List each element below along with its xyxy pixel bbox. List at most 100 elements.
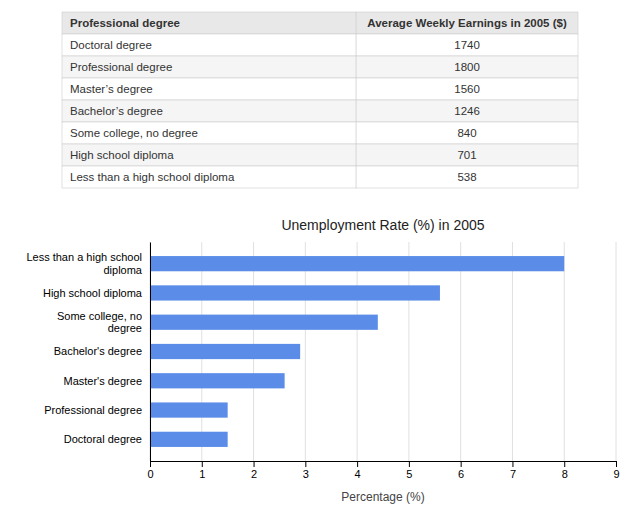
table-cell-text: 701 [457,149,476,161]
x-tick-mark [150,461,151,467]
x-tick: 7 [510,461,516,480]
table-cell [356,34,578,56]
x-tick-label: 3 [303,468,309,480]
table-header-text: Professional degree [70,17,180,29]
table-cell [356,122,578,144]
table-cell [62,78,356,100]
grid-line [150,242,151,461]
x-tick-label: 1 [199,468,205,480]
x-tick: 0 [147,461,153,480]
x-tick: 2 [251,461,257,480]
grid-line [305,242,306,461]
x-tick-label: 7 [510,468,516,480]
chart-title: Unemployment Rate (%) in 2005 [281,217,484,233]
bar-chart: 0 1 2 3 4 5 6 7 8 9 Doctoral degree Professional de… [26,242,619,480]
table-cell-text: 1740 [454,39,480,51]
x-tick-mark [564,461,565,467]
bar [150,373,285,388]
x-tick: 5 [406,461,412,480]
grid-line [460,242,461,461]
y-tick-label: Professional degree [44,404,142,416]
x-tick-mark [305,461,306,467]
table-cell-text: 840 [457,127,476,139]
x-tick: 9 [613,461,619,480]
bars [150,256,564,447]
table: Professional degree Average Weekly Earnin… [62,12,578,188]
y-tick: Professional degree [44,404,150,416]
table-cell-text: 1560 [454,83,480,95]
table-cell-text: Some college, no degree [70,127,198,139]
y-tick-label: Bachelor's degree [54,345,142,357]
y-tick: Master's degree [63,375,150,387]
y-axis-line [150,243,151,462]
table-cell-text: 538 [457,171,476,183]
x-axis-line [151,462,617,468]
table-cell-text: Less than a high school diploma [70,171,235,183]
table-header-text: Average Weekly Earnings in 2005 ($) [367,17,567,29]
table-cell-text: 1246 [454,105,480,117]
x-tick-mark [202,461,203,467]
table-cell [62,12,356,34]
table-cell [62,100,356,122]
table-cell [62,144,356,166]
x-axis-title: Percentage (%) [341,490,424,504]
x-tick-label: 2 [251,468,257,480]
table-cell [356,12,578,34]
bar [150,315,378,330]
x-tick-mark [254,461,255,467]
y-tick: Bachelor's degree [54,345,150,357]
x-tick: 4 [355,461,361,480]
x-tick-mark [461,461,462,467]
x-tick-mark [512,461,513,467]
x-tick-label: 9 [613,468,619,480]
y-tick: Doctoral degree [64,433,150,445]
x-tick: 3 [303,461,309,480]
y-tick: Some college, nodegree [57,310,150,334]
table-cell [62,34,356,56]
bar [150,256,564,271]
bar [150,285,440,300]
y-tick-label: Master's degree [63,375,142,387]
grid [150,242,616,461]
table-cell [62,122,356,144]
table-cell [62,166,356,188]
table-cell [356,56,578,78]
table-cell-text: Bachelor’s degree [70,105,163,117]
x-tick-label: 0 [147,468,153,480]
table-cell [356,166,578,188]
table-cell [356,144,578,166]
table-cell-text: High school diploma [70,149,174,161]
y-tick-label: Some college, nodegree [57,310,142,334]
bar [150,432,228,447]
x-axis: 0 1 2 3 4 5 6 7 8 9 [147,461,619,480]
x-tick-label: 8 [562,468,568,480]
canvas: Professional degree Average Weekly Earnin… [0,0,640,517]
x-tick-label: 4 [355,468,361,480]
table-cell [356,78,578,100]
bar [150,344,300,359]
x-tick: 8 [562,461,568,480]
x-tick: 1 [199,461,205,480]
x-tick-label: 5 [406,468,412,480]
bar [150,402,228,417]
table-cell-text: Master’s degree [70,83,153,95]
x-tick-mark [616,461,617,467]
y-tick-label: Less than a high schooldiploma [26,251,142,275]
table-cell-text: Professional degree [70,61,172,73]
x-tick-label: 6 [458,468,464,480]
table-cell-text: Doctoral degree [70,39,152,51]
x-tick-mark [409,461,410,467]
grid-line [512,242,513,461]
y-tick-label: Doctoral degree [64,433,142,445]
table-cell [62,56,356,78]
y-axis: Doctoral degree Professional degree Master… [26,243,150,462]
y-tick-label: High school diploma [43,287,143,299]
x-tick: 6 [458,461,464,480]
grid-line [616,242,617,461]
y-tick: Less than a high schooldiploma [26,251,150,275]
grid-line [564,242,565,461]
x-tick-mark [357,461,358,467]
grid-line [357,242,358,461]
y-tick: High school diploma [43,287,150,299]
table-cell-text: 1800 [454,61,480,73]
